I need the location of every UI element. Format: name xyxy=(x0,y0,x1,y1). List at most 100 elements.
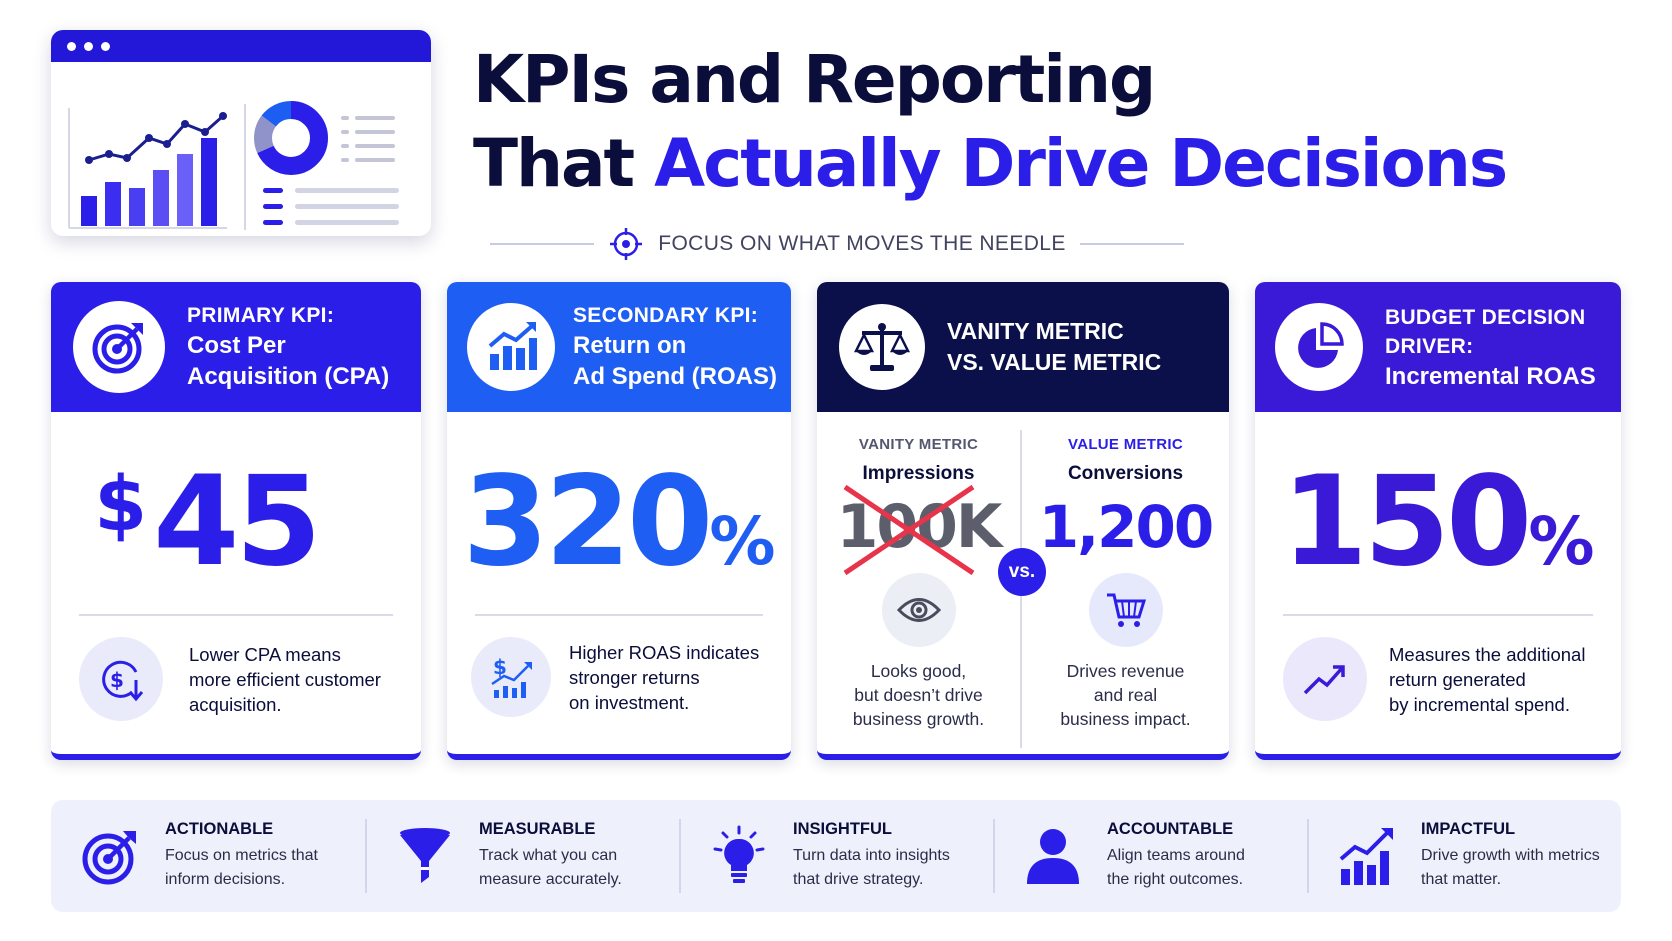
vanity-label: VANITY METRIC xyxy=(858,436,979,453)
metric-value: 150 xyxy=(1281,450,1533,594)
pillar-desc-line: Focus on metrics that xyxy=(165,847,318,864)
pillar-desc-line: measure accurately. xyxy=(479,871,622,888)
description-line: and real xyxy=(1093,685,1158,705)
pillar-desc-line: Track what you can xyxy=(479,847,618,864)
tagline-text: FOCUS ON WHAT MOVES THE NEEDLE xyxy=(658,232,1066,255)
dashboard-chart-icon xyxy=(68,101,399,230)
card-header-text: BUDGET DECISION DRIVER: Incremental ROAS xyxy=(1385,303,1596,392)
card-header: PRIMARY KPI: Cost Per Acquisition (CPA) xyxy=(51,282,421,412)
window-titlebar xyxy=(51,30,431,62)
value-metric-column: VALUE METRIC Conversions 1,200 Drives re… xyxy=(1022,412,1229,754)
description-line: but doesn’t drive xyxy=(854,685,983,705)
pillar-title: MEASURABLE xyxy=(479,820,596,838)
pillar-impactful: IMPACTFUL Drive growth with metrics that… xyxy=(1307,819,1621,893)
vanity-metric-column: VANITY METRIC Impressions 100K Looks goo… xyxy=(817,412,1020,754)
pillar-text: IMPACTFUL Drive growth with metrics that… xyxy=(1421,820,1600,892)
title-line-1: KPIs and Reporting xyxy=(473,41,1156,118)
card-kicker: BUDGET DECISION DRIVER: xyxy=(1385,303,1596,361)
target-arrow-icon xyxy=(92,323,143,374)
footnote-text: Higher ROAS indicates stronger returns o… xyxy=(569,640,759,715)
value-description: Drives revenue and real business impact. xyxy=(1022,659,1229,731)
footnote-line: Measures the additional xyxy=(1389,643,1586,665)
pillar-icon-wrap xyxy=(1335,824,1399,888)
vanity-name: Impressions xyxy=(862,463,975,484)
value-value: 1,200 xyxy=(1038,493,1214,561)
dollar-down-icon: $ xyxy=(102,660,144,702)
foot-icon-badge: $ xyxy=(79,637,163,721)
metric-unit: % xyxy=(1528,503,1595,580)
footnote-line: on investment. xyxy=(569,691,690,713)
card-kicker: PRIMARY KPI: xyxy=(187,304,335,327)
page-title: KPIs and Reporting That Actually Drive D… xyxy=(473,38,1623,206)
pillar-desc-line: that drive strategy. xyxy=(793,871,924,888)
card-header-text: VANITY METRIC VS. VALUE METRIC xyxy=(947,316,1161,378)
vs-badge: vs. xyxy=(998,548,1046,596)
card-icon-badge xyxy=(839,304,925,390)
description-line: Drives revenue xyxy=(1066,661,1185,681)
card-title-line: Cost Per xyxy=(187,332,286,359)
card-title-line: Acquisition (CPA) xyxy=(187,363,390,390)
window-dot xyxy=(101,41,110,51)
card-kicker-line: BUDGET DECISION xyxy=(1385,305,1586,329)
tagline: FOCUS ON WHAT MOVES THE NEEDLE xyxy=(473,228,1201,260)
budget-driver-card: BUDGET DECISION DRIVER: Incremental ROAS… xyxy=(1255,282,1621,760)
card-header-text: SECONDARY KPI: Return on Ad Spend (ROAS) xyxy=(573,302,777,392)
cart-icon xyxy=(1106,593,1146,627)
growth-bars-icon xyxy=(488,322,537,370)
card-title-line: VANITY METRIC xyxy=(947,318,1124,344)
eye-icon xyxy=(896,598,941,622)
title-plain: That xyxy=(473,125,655,202)
window-dot xyxy=(67,41,76,51)
pillar-icon-wrap xyxy=(707,824,771,888)
card-footnote: $ Higher ROAS indicates stronger returns… xyxy=(471,637,771,717)
footnote-line: return generated xyxy=(1389,668,1526,690)
card-kicker-line: DRIVER: xyxy=(1385,334,1474,358)
footnote-line: by incremental spend. xyxy=(1389,693,1570,715)
pillar-text: MEASURABLE Track what you can measure ac… xyxy=(479,820,622,892)
card-header: SECONDARY KPI: Return on Ad Spend (ROAS) xyxy=(447,282,791,412)
dollar-growth-icon: $ xyxy=(491,655,532,698)
metric-unit: % xyxy=(709,503,776,580)
card-header: VANITY METRIC VS. VALUE METRIC xyxy=(817,282,1229,412)
footnote-text: Lower CPA means more efficient customer … xyxy=(189,642,381,717)
card-title-line: Ad Spend (ROAS) xyxy=(573,363,777,390)
card-title: Return on Ad Spend (ROAS) xyxy=(573,330,777,392)
principles-bar: ACTIONABLE Focus on metrics that inform … xyxy=(51,800,1621,912)
pillar-title: ACTIONABLE xyxy=(165,820,274,838)
vanity-description: Looks good, but doesn’t drive business g… xyxy=(817,659,1020,731)
pillar-accountable: ACCOUNTABLE Align teams around the right… xyxy=(993,819,1307,893)
footnote-line: Lower CPA means xyxy=(189,643,341,665)
card-title: Cost Per Acquisition (CPA) xyxy=(187,330,389,392)
svg-text:$: $ xyxy=(493,655,507,679)
footnote-line: Higher ROAS indicates xyxy=(569,641,760,663)
funnel-icon xyxy=(400,828,450,883)
foot-icon-badge xyxy=(1283,637,1367,721)
strike-x-icon xyxy=(843,484,975,576)
pillar-insightful: INSIGHTFUL Turn data into insights that … xyxy=(679,819,993,893)
card-footnote: Measures the additional return generated… xyxy=(1283,637,1601,721)
card-kicker: SECONDARY KPI: xyxy=(573,304,759,327)
person-icon xyxy=(1027,829,1079,884)
pillar-desc-line: Align teams around xyxy=(1107,847,1245,864)
value-name: Conversions xyxy=(1067,463,1184,484)
pillar-desc-line: inform decisions. xyxy=(165,871,286,888)
roas-metric: 320% xyxy=(447,457,791,587)
pillar-title: IMPACTFUL xyxy=(1421,820,1516,838)
pillar-text: ACTIONABLE Focus on metrics that inform … xyxy=(165,820,318,892)
pillar-text: ACCOUNTABLE Align teams around the right… xyxy=(1107,820,1245,892)
eye-badge xyxy=(881,573,956,647)
description-line: Looks good, xyxy=(870,661,967,681)
scales-icon xyxy=(854,323,910,371)
vanity-vs-value-card: VANITY METRIC VS. VALUE METRIC VANITY ME… xyxy=(817,282,1229,760)
card-divider xyxy=(475,614,763,616)
incremental-roas-metric: 150% xyxy=(1255,457,1621,587)
pillar-desc-line: Turn data into insights xyxy=(793,847,950,864)
lightbulb-icon xyxy=(713,825,765,883)
dashboard-illustration xyxy=(51,30,431,236)
card-icon-badge xyxy=(73,301,165,393)
card-title: VANITY METRIC VS. VALUE METRIC xyxy=(947,316,1161,378)
card-footnote: $ Lower CPA means more efficient custome… xyxy=(79,637,401,721)
pillar-desc-line: the right outcomes. xyxy=(1107,871,1244,888)
title-line-2: That Actually Drive Decisions xyxy=(473,122,1623,206)
trend-up-icon xyxy=(1303,665,1345,695)
